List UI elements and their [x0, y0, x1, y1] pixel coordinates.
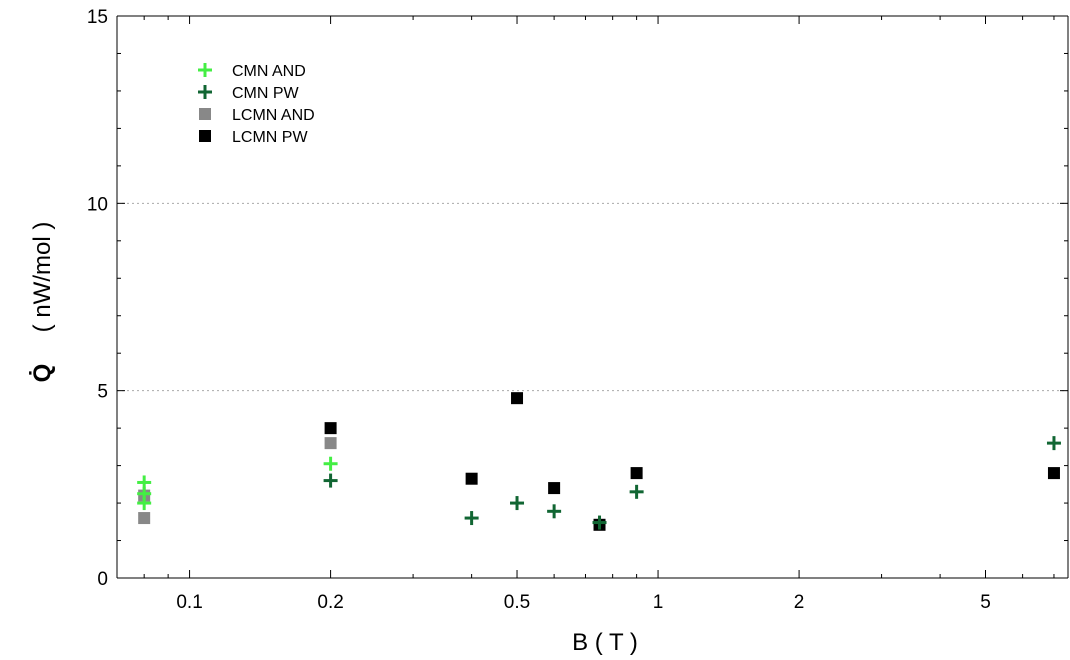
data-point [548, 482, 561, 495]
legend: CMN AND CMN PW LCMN AND LCMN PW [198, 63, 315, 146]
y-tick-label: 15 [87, 7, 108, 28]
tick-labels: 0 5 10 15 0.1 0.2 0.5 1 2 5 [87, 7, 991, 613]
y-tick-label: 10 [87, 194, 108, 215]
data-point [324, 422, 337, 435]
x-tick-label: 1 [653, 592, 664, 613]
x-axis-title: B ( T ) [572, 629, 638, 656]
legend-item: LCMN PW [199, 129, 308, 146]
data-point [630, 467, 643, 480]
data-point [1046, 436, 1061, 451]
x-tick-label: 0.5 [504, 592, 530, 613]
data-points [137, 392, 1061, 531]
legend-item: CMN PW [198, 85, 300, 102]
legend-label: LCMN AND [232, 107, 315, 124]
legend-symbol [199, 130, 211, 142]
data-point [138, 512, 151, 525]
y-tick-label: 5 [97, 382, 108, 403]
data-point [510, 496, 525, 511]
y-axis-title: Q̇ ( nW/mol ) [29, 222, 56, 383]
data-point [323, 456, 338, 471]
x-tick-label: 5 [980, 592, 991, 613]
legend-item: LCMN AND [199, 107, 315, 124]
legend-label: CMN AND [232, 63, 306, 80]
data-point [1047, 467, 1060, 480]
data-point [465, 472, 478, 485]
axes [116, 15, 1069, 579]
y-axis-unit: ( nW/mol ) [29, 222, 56, 333]
y-tick-label: 0 [97, 569, 108, 590]
tick-marks [117, 15, 1068, 579]
x-tick-label: 2 [794, 592, 805, 613]
data-point [323, 473, 338, 488]
legend-item: CMN AND [198, 63, 306, 80]
x-tick-label: 0.2 [317, 592, 343, 613]
x-tick-label: 0.1 [176, 592, 202, 613]
data-point [629, 484, 644, 499]
data-point [592, 515, 607, 530]
data-point [511, 392, 524, 405]
data-point [137, 496, 152, 511]
data-point [464, 511, 479, 526]
data-point [547, 504, 562, 519]
grid-lines [117, 202, 1068, 392]
legend-symbol [199, 108, 211, 120]
y-axis-symbol: Q̇ [29, 364, 56, 383]
legend-symbol [198, 85, 212, 99]
data-point [324, 437, 337, 450]
legend-label: CMN PW [232, 85, 300, 102]
legend-label: LCMN PW [232, 129, 308, 146]
legend-symbol [198, 63, 212, 77]
